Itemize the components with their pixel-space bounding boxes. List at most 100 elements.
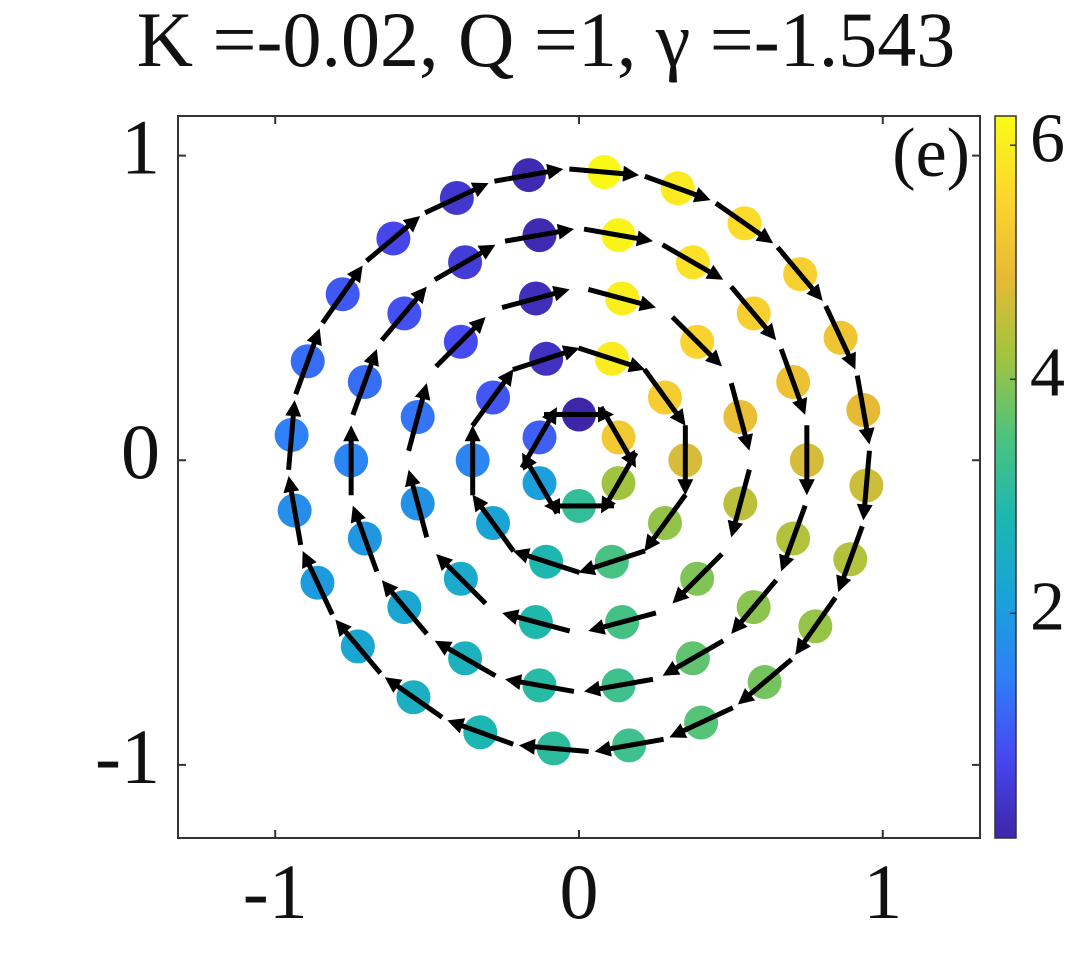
arrow-head [588, 619, 606, 635]
arrow-shaft [470, 375, 510, 428]
arrow-shaft [339, 625, 383, 675]
y-tick-label: 0 [121, 408, 160, 495]
arrow-head [727, 519, 744, 538]
arrow-shaft [286, 409, 297, 471]
arrow-shaft [670, 315, 717, 362]
arrow [587, 286, 656, 312]
arrow-shaft [743, 657, 794, 701]
colorbar-tick-label: 4 [1030, 334, 1065, 411]
arrow-head [384, 677, 403, 693]
arrow-shaft [424, 184, 481, 215]
arrow [384, 677, 444, 720]
arrow-head [436, 553, 454, 571]
arrow-shaft [583, 226, 644, 242]
arrow-head [672, 586, 690, 604]
arrow [424, 182, 489, 215]
arrow-shaft [661, 242, 717, 278]
arrow-head [759, 322, 777, 341]
arrow [505, 674, 575, 694]
arrow [285, 400, 302, 471]
arrow [512, 345, 580, 372]
arrow-head [677, 479, 694, 496]
arrow [434, 640, 497, 678]
arrow [795, 596, 838, 655]
arrow-head [704, 349, 722, 367]
arrow-shaft [350, 357, 376, 416]
arrow [643, 173, 711, 203]
arrow-head [552, 285, 570, 302]
arrow-head [578, 559, 597, 576]
x-tick-label: 0 [560, 848, 599, 935]
arrow-shaft [861, 450, 872, 512]
arrow [775, 245, 823, 301]
arrow-head [622, 165, 640, 182]
arrow-head [542, 407, 558, 425]
arrow-shaft [512, 348, 572, 372]
arrow-shaft [677, 552, 724, 599]
arrow [302, 550, 335, 616]
arrow-head [737, 433, 753, 451]
arrow [669, 705, 734, 738]
arrow [584, 676, 654, 697]
arrow [588, 610, 657, 635]
arrow-shaft [569, 166, 630, 177]
arrow-shaft [714, 201, 767, 240]
arrow [583, 226, 653, 247]
arrow-head [470, 182, 489, 198]
arrow-head [692, 187, 711, 203]
arrow-head [283, 476, 300, 494]
arrow [728, 382, 753, 451]
arrow-head [669, 408, 686, 426]
arrow-head [644, 533, 661, 552]
arrow [677, 425, 694, 496]
arrow [670, 315, 722, 367]
arrow-shaft [778, 348, 805, 407]
arrow-shaft [728, 382, 750, 443]
arrow [600, 451, 639, 514]
arrow [501, 285, 570, 310]
arrow [364, 215, 421, 263]
arrow [779, 504, 808, 572]
arrow-head [464, 425, 481, 442]
arrow-head [505, 674, 523, 690]
arrow-shaft [677, 705, 734, 736]
arrow-head [405, 469, 421, 488]
panel-label: (e) [892, 115, 970, 192]
arrow-head [556, 223, 574, 240]
arrow [472, 494, 516, 553]
arrow-shaft [603, 451, 639, 507]
arrow-shaft [782, 504, 808, 564]
arrow-head [841, 351, 856, 370]
arrow-head [858, 427, 875, 445]
colorbar-tick-label: 2 [1030, 568, 1065, 645]
arrow-head [662, 660, 681, 676]
arrow-head [627, 357, 646, 373]
arrow-shaft [493, 168, 555, 184]
arrow-head [635, 230, 653, 247]
arrow-head [477, 244, 496, 260]
arrow [594, 736, 665, 757]
arrow-shaft [510, 613, 571, 634]
arrow [856, 450, 873, 521]
arrow-shaft [603, 736, 665, 753]
arrow-shaft [433, 247, 489, 282]
arrow-shaft [441, 559, 488, 606]
arrow [350, 505, 380, 573]
arrow-head [806, 283, 823, 301]
y-tick-label: -1 [95, 713, 160, 800]
arrow-shaft [406, 391, 427, 452]
arrow [343, 425, 360, 496]
arrow-head [518, 738, 536, 755]
arrow-shaft [596, 610, 657, 631]
arrow [642, 367, 686, 426]
arrow [405, 469, 430, 538]
arrow [661, 242, 724, 280]
arrow [406, 383, 431, 452]
arrow [283, 476, 304, 546]
arrow-shaft [504, 228, 565, 244]
arrow-head [792, 397, 808, 415]
arrow-head [472, 494, 489, 513]
arrow-head [434, 640, 453, 656]
arrow-head [468, 317, 486, 334]
